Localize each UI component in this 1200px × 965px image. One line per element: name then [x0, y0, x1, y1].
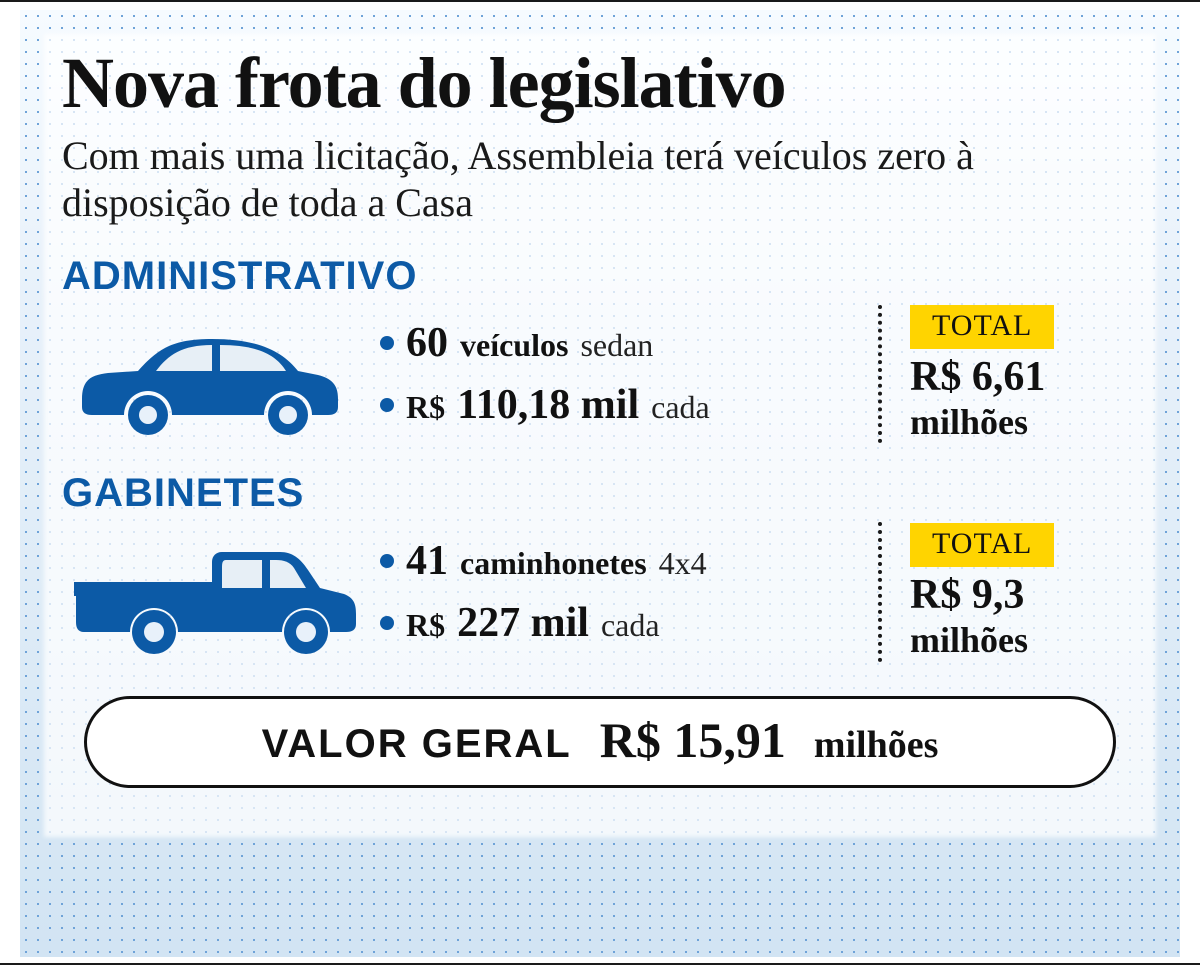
total-unit: milhões	[910, 401, 1028, 443]
detail-line: 41 caminhonetes 4x4	[380, 537, 878, 585]
section-label: ADMINISTRATIVO	[62, 254, 1138, 299]
each: cada	[651, 389, 710, 426]
total-value: R$ 9,3	[910, 573, 1024, 617]
each: cada	[601, 607, 660, 644]
total-block: TOTAL R$ 6,61 milhões	[878, 305, 1138, 443]
pickup-icon	[62, 522, 362, 662]
grand-total-pill: VALOR GERAL R$ 15,91 milhões	[84, 696, 1116, 788]
bullet-icon	[380, 616, 394, 630]
content: Nova frota do legislativo Com mais uma l…	[62, 46, 1138, 788]
details: 41 caminhonetes 4x4 R$ 227 mil cada	[362, 522, 878, 662]
total-block: TOTAL R$ 9,3 milhões	[878, 522, 1138, 662]
kind-light: sedan	[580, 327, 653, 364]
grand-value: R$ 15,91	[600, 711, 786, 769]
total-tag: TOTAL	[910, 305, 1054, 349]
section-label: GABINETES	[62, 471, 1138, 516]
grand-label: VALOR GERAL	[262, 722, 572, 767]
bullet-icon	[380, 336, 394, 350]
detail-line: R$ 110,18 mil cada	[380, 381, 878, 429]
subtitle: Com mais uma licitação, Assembleia terá …	[62, 132, 1022, 226]
title: Nova frota do legislativo	[62, 46, 1138, 122]
section-row: 41 caminhonetes 4x4 R$ 227 mil cada TOTA…	[62, 522, 1138, 662]
kind-bold: caminhonetes	[460, 545, 647, 582]
total-tag: TOTAL	[910, 523, 1054, 567]
kind-light: 4x4	[659, 545, 707, 582]
total-unit: milhões	[910, 619, 1028, 661]
detail-line: 60 veículos sedan	[380, 319, 878, 367]
detail-line: R$ 227 mil cada	[380, 599, 878, 647]
price: 110,18 mil	[457, 381, 639, 429]
currency: R$	[406, 607, 445, 644]
bullet-icon	[380, 554, 394, 568]
price: 227 mil	[457, 599, 589, 647]
section-gabinetes: GABINETES	[62, 471, 1138, 662]
qty: 60	[406, 319, 448, 367]
infographic-container: Nova frota do legislativo Com mais uma l…	[0, 0, 1200, 965]
kind-bold: veículos	[460, 327, 568, 364]
total-value: R$ 6,61	[910, 355, 1045, 399]
section-administrativo: ADMINISTRATIVO	[62, 254, 1138, 443]
currency: R$	[406, 389, 445, 426]
sedan-icon	[62, 305, 362, 443]
details: 60 veículos sedan R$ 110,18 mil cada	[362, 305, 878, 443]
section-row: 60 veículos sedan R$ 110,18 mil cada TOT…	[62, 305, 1138, 443]
grand-unit: milhões	[814, 723, 939, 767]
qty: 41	[406, 537, 448, 585]
card-background: Nova frota do legislativo Com mais uma l…	[20, 10, 1180, 957]
bullet-icon	[380, 398, 394, 412]
